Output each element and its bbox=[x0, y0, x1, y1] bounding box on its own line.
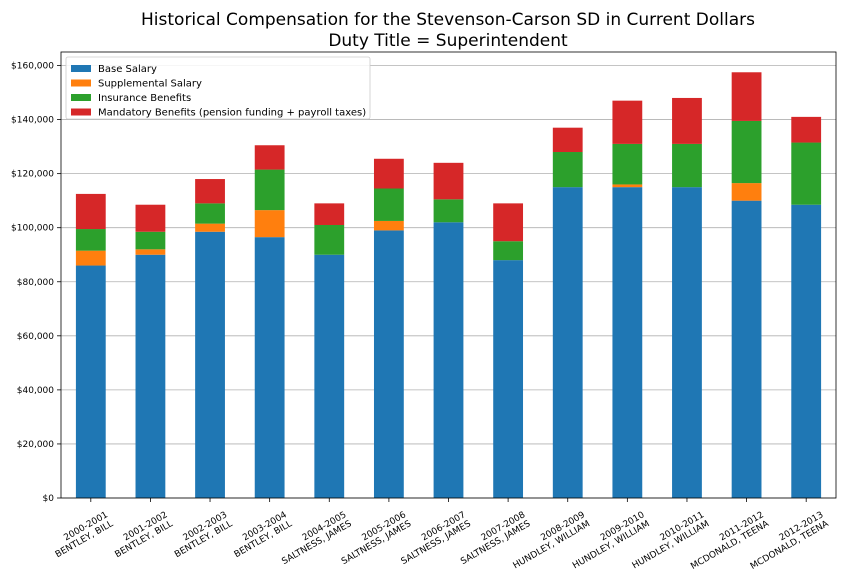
y-tick-label: $120,000 bbox=[11, 170, 54, 180]
legend-box bbox=[65, 56, 371, 120]
y-tick-label: $0 bbox=[43, 494, 55, 504]
bar-segment-supplemental-salary bbox=[195, 223, 225, 232]
y-tick-label: $160,000 bbox=[11, 62, 54, 72]
bar-segment-insurance-benefits bbox=[612, 143, 643, 185]
bar-segment-insurance-benefits bbox=[672, 143, 702, 188]
bar-segment-base-salary bbox=[731, 200, 762, 498]
bar-segment-mandatory-benefits-pension-funding-payroll-taxes bbox=[493, 203, 524, 242]
x-tick-label: 2002-2003BENTLEY, BILL bbox=[168, 510, 234, 560]
bar-segment-base-salary bbox=[791, 204, 822, 499]
y-tick-label: $40,000 bbox=[17, 386, 54, 396]
bar-segment-base-salary bbox=[135, 254, 166, 498]
bar-segment-base-salary bbox=[75, 265, 106, 498]
bar-segment-mandatory-benefits-pension-funding-payroll-taxes bbox=[791, 116, 822, 143]
bar-segment-mandatory-benefits-pension-funding-payroll-taxes bbox=[731, 72, 762, 121]
bar-segment-mandatory-benefits-pension-funding-payroll-taxes bbox=[612, 100, 643, 144]
bar-segment-mandatory-benefits-pension-funding-payroll-taxes bbox=[254, 145, 285, 170]
bar-segment-insurance-benefits bbox=[552, 152, 583, 188]
bar-segment-insurance-benefits bbox=[135, 231, 166, 250]
bar-segment-mandatory-benefits-pension-funding-payroll-taxes bbox=[433, 162, 464, 200]
chart-title: Historical Compensation for the Stevenso… bbox=[141, 10, 755, 30]
bar-segment-mandatory-benefits-pension-funding-payroll-taxes bbox=[195, 179, 225, 204]
legend-label: Insurance Benefits bbox=[98, 93, 191, 104]
y-tick-label: $20,000 bbox=[17, 440, 54, 450]
bar-segment-supplemental-salary bbox=[731, 183, 762, 201]
legend-label: Supplemental Salary bbox=[98, 79, 202, 90]
x-tick-label: 2003-2004BENTLEY, BILL bbox=[228, 510, 295, 560]
bar-segment-mandatory-benefits-pension-funding-payroll-taxes bbox=[75, 193, 106, 230]
bar-segment-mandatory-benefits-pension-funding-payroll-taxes bbox=[373, 158, 404, 189]
x-tick-label: 2000-2001BENTLEY, BILL bbox=[49, 510, 115, 560]
bar-segment-supplemental-salary bbox=[75, 250, 106, 266]
bar-segment-insurance-benefits bbox=[373, 188, 404, 221]
bar-segment-base-salary bbox=[195, 231, 225, 498]
bar-segment-base-salary bbox=[612, 187, 643, 498]
y-tick-label: $60,000 bbox=[17, 332, 54, 342]
bar-segment-supplemental-salary bbox=[373, 220, 404, 231]
bar-segment-mandatory-benefits-pension-funding-payroll-taxes bbox=[314, 203, 345, 225]
legend-label: Mandatory Benefits (pension funding + pa… bbox=[98, 108, 366, 119]
bar-segment-insurance-benefits bbox=[75, 229, 106, 251]
legend-swatch bbox=[71, 79, 91, 87]
bar-segment-base-salary bbox=[254, 237, 285, 498]
bar-segment-supplemental-salary bbox=[254, 210, 285, 238]
bar-segment-base-salary bbox=[552, 187, 583, 498]
bar-segment-base-salary bbox=[493, 260, 524, 498]
bar-segment-mandatory-benefits-pension-funding-payroll-taxes bbox=[135, 204, 166, 232]
bar-segment-base-salary bbox=[433, 222, 464, 499]
y-tick-label: $100,000 bbox=[11, 224, 54, 234]
bar-segment-insurance-benefits bbox=[433, 199, 464, 223]
x-tick-label: 2001-2002BENTLEY, BILL bbox=[108, 510, 174, 560]
legend-swatch bbox=[71, 65, 91, 72]
bar-segment-supplemental-salary bbox=[135, 249, 166, 255]
chart-subtitle: Duty Title = Superintendent bbox=[328, 31, 568, 51]
bar-segment-base-salary bbox=[314, 254, 345, 498]
bars bbox=[75, 72, 822, 499]
y-tick-label: $80,000 bbox=[17, 278, 54, 288]
bar-segment-base-salary bbox=[672, 187, 702, 498]
bar-segment-insurance-benefits bbox=[791, 142, 822, 205]
plot-frame bbox=[60, 51, 837, 499]
bar-segment-supplemental-salary bbox=[612, 184, 643, 188]
bar-segment-insurance-benefits bbox=[731, 120, 762, 184]
bar-segment-mandatory-benefits-pension-funding-payroll-taxes bbox=[672, 97, 702, 144]
bar-segment-insurance-benefits bbox=[195, 203, 225, 224]
bar-segment-insurance-benefits bbox=[254, 169, 285, 211]
legend-swatch bbox=[71, 94, 91, 101]
x-tick-labels: 2000-2001BENTLEY, BILL 2001-2002BENTLEY, … bbox=[49, 510, 831, 572]
legend-label: Base Salary bbox=[98, 64, 157, 75]
y-tick-label: $140,000 bbox=[11, 116, 54, 126]
y-tick-labels: $0 $20,000 $40,000 $60,000 $80,000 $100,000 $1… bbox=[11, 62, 54, 504]
bar-segment-mandatory-benefits-pension-funding-payroll-taxes bbox=[552, 127, 583, 153]
legend-swatch bbox=[71, 108, 91, 116]
legend: Base Salary Supplemental Salary Insurance … bbox=[65, 56, 371, 120]
axes bbox=[57, 51, 837, 502]
bar-segment-base-salary bbox=[373, 230, 404, 498]
bar-segment-insurance-benefits bbox=[314, 224, 345, 255]
bar-segment-insurance-benefits bbox=[493, 241, 524, 261]
